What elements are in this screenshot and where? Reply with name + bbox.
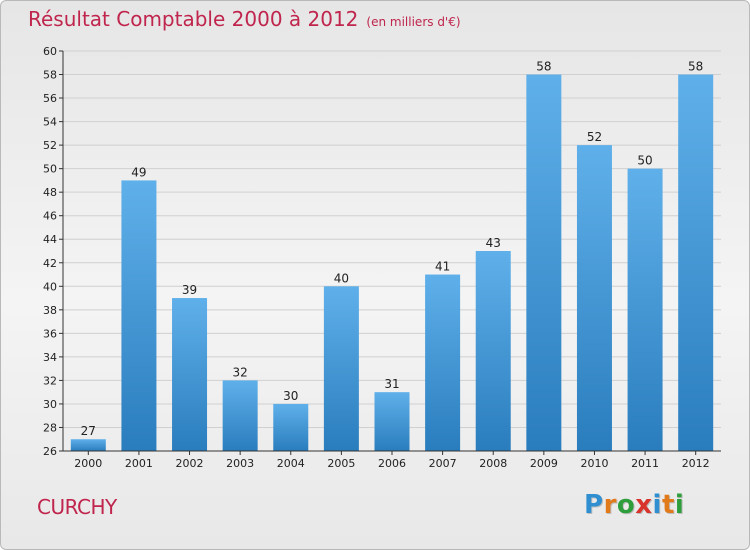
logo-letter: i (652, 490, 662, 520)
bar-value-label: 43 (486, 236, 501, 250)
y-tick-label: 30 (43, 398, 57, 411)
bar-2009 (526, 74, 562, 451)
x-tick-label: 2004 (277, 457, 305, 470)
chart-title: Résultat Comptable 2000 à 2012 (en millie… (28, 7, 461, 31)
y-tick-label: 50 (43, 163, 57, 176)
logo-letter: t (661, 490, 675, 520)
bar-2005 (323, 286, 359, 451)
chart-subtitle: (en milliers d'€) (366, 15, 461, 29)
bar-2008 (475, 251, 511, 451)
bar-value-label: 49 (131, 165, 146, 179)
commune-name: CURCHY (37, 495, 117, 519)
bar-2003 (222, 380, 258, 451)
y-axis: 26 28 30 32 34 36 38 40 42 44 46 48 50 52 54 56 58 60 (43, 45, 64, 458)
x-tick-label: 2006 (378, 457, 406, 470)
y-tick-label: 42 (43, 257, 57, 270)
x-tick-label: 2008 (479, 457, 507, 470)
x-tick-label: 2003 (226, 457, 254, 470)
y-tick-label: 38 (43, 304, 57, 317)
x-tick-label: 2012 (682, 457, 710, 470)
x-tick-label: 2002 (176, 457, 204, 470)
bar-2007 (425, 274, 461, 451)
y-tick-label: 58 (43, 69, 57, 82)
bar-value-label: 41 (435, 260, 450, 274)
x-tick-label: 2000 (74, 457, 102, 470)
y-tick-label: 44 (43, 233, 57, 246)
bar-value-label: 52 (587, 130, 602, 144)
bar-2001 (121, 180, 157, 452)
x-tick-label: 2005 (327, 457, 355, 470)
proxiti-logo: Proxiti (584, 490, 684, 520)
bar-2004 (273, 403, 309, 451)
bar-2012 (678, 74, 714, 451)
x-tick-label: 2001 (125, 457, 153, 470)
logo-letter: r (603, 490, 617, 520)
chart-title-text: Résultat Comptable 2000 à 2012 (28, 7, 359, 31)
y-tick-label: 48 (43, 186, 57, 199)
y-tick-label: 32 (43, 374, 57, 387)
y-tick-label: 54 (43, 116, 57, 129)
bar-value-label: 40 (334, 271, 349, 285)
bar-value-label: 58 (536, 60, 551, 74)
bar-value-label: 39 (182, 283, 197, 297)
x-tick-label: 2009 (530, 457, 558, 470)
x-tick-label: 2010 (580, 457, 608, 470)
bar-value-label: 58 (688, 60, 703, 74)
bar-value-label: 50 (637, 154, 652, 168)
bar-2002 (172, 298, 208, 451)
logo-letter: x (635, 490, 653, 520)
bar-value-label: 31 (384, 377, 399, 391)
y-tick-label: 28 (43, 421, 57, 434)
bar-2006 (374, 392, 410, 451)
y-tick-label: 46 (43, 210, 57, 223)
y-tick-label: 52 (43, 139, 57, 152)
bars: 27 49 39 32 30 40 31 41 43 58 52 50 58 (70, 60, 714, 452)
bar-value-label: 27 (81, 424, 96, 438)
bar-value-label: 32 (233, 365, 248, 379)
bar-value-label: 30 (283, 389, 298, 403)
logo-letter: o (616, 490, 636, 520)
logo-letter: i (674, 490, 685, 520)
x-axis: 2000 2001 2002 2003 2004 2005 2006 2007 2008 2009… (63, 450, 721, 470)
y-tick-label: 60 (43, 45, 57, 58)
bar-2010 (576, 145, 612, 451)
x-tick-label: 2007 (429, 457, 457, 470)
y-tick-label: 26 (43, 445, 57, 458)
bar-2000 (70, 439, 106, 451)
x-tick-label: 2011 (631, 457, 659, 470)
bar-2011 (627, 168, 663, 451)
y-tick-label: 40 (43, 280, 57, 293)
logo-letter: P (584, 490, 604, 520)
y-tick-label: 36 (43, 327, 57, 340)
y-tick-label: 34 (43, 351, 57, 364)
y-tick-label: 56 (43, 92, 57, 105)
